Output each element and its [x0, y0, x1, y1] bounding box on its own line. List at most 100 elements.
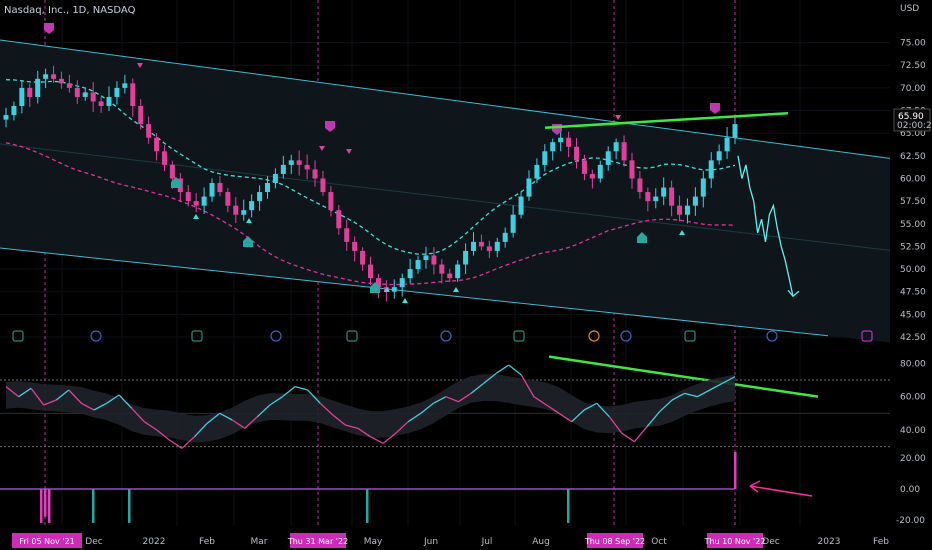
histogram-y-tick-label: 0.00 — [900, 485, 920, 495]
y-tick-label: 60.00 — [900, 174, 926, 184]
oscillator-segment — [345, 424, 359, 429]
up-arrow-marker — [193, 214, 199, 219]
x-tick-label: Feb — [873, 537, 889, 547]
oscillator-segment — [194, 422, 208, 438]
x-tick-label: Mar — [251, 537, 268, 547]
oscillator-y-tick-label: 60.00 — [900, 393, 926, 403]
price-label-value: 65.90 — [898, 112, 924, 122]
x-tick-label: May — [364, 537, 383, 547]
oscillator-segment — [319, 402, 334, 416]
candle-body — [732, 124, 738, 138]
x-tick-label: Jul — [481, 537, 493, 547]
candle-body — [154, 137, 160, 152]
channel-area — [0, 40, 890, 343]
candle-body — [708, 160, 714, 179]
oscillator-segment — [671, 392, 686, 401]
candle-body — [684, 205, 690, 215]
event-badges — [12, 330, 873, 342]
down-arrow-marker — [137, 63, 143, 68]
candle-body — [3, 115, 9, 120]
candle-body — [304, 164, 310, 170]
candle-body — [471, 241, 477, 251]
candle-body — [66, 83, 72, 88]
candle-body — [368, 264, 373, 279]
oscillator-segment — [395, 421, 409, 434]
oscillator-segment — [68, 389, 82, 404]
resistance-trend-line — [544, 111, 789, 129]
candle-body — [106, 96, 112, 106]
candle-body — [90, 92, 96, 102]
up-arrow-marker — [679, 230, 685, 235]
oscillator-segment — [382, 432, 397, 444]
y-tick-label: 65.00 — [900, 129, 926, 139]
oscillator-segment — [445, 396, 459, 403]
event-badge-e — [12, 330, 24, 342]
oscillator-segment — [696, 389, 711, 398]
oscillator-segment — [307, 389, 321, 404]
oscillator-segment — [156, 429, 170, 441]
candle-body — [249, 201, 255, 211]
candle-body — [225, 192, 231, 206]
y-tick-label: 75.00 — [900, 39, 926, 49]
histogram-bar — [44, 489, 47, 517]
candle-body — [399, 278, 405, 288]
candle-body — [439, 264, 445, 274]
oscillator-segment — [106, 394, 120, 404]
candle-body — [336, 210, 342, 229]
currency-label: USD — [900, 4, 919, 14]
candle-body — [241, 210, 247, 215]
oscillator-segment — [546, 404, 560, 414]
y-tick-label: 55.00 — [900, 220, 926, 230]
candle-body — [637, 178, 643, 193]
candle-body — [11, 106, 17, 116]
histogram-pane — [0, 452, 813, 523]
candle-body — [257, 192, 263, 202]
candle-body — [700, 178, 706, 197]
event-badge-e — [346, 330, 358, 342]
candle-body — [494, 241, 500, 251]
candle-body — [272, 173, 278, 183]
event-badge-d — [90, 330, 102, 342]
histogram-bar — [366, 489, 369, 523]
candle-body — [280, 164, 286, 174]
y-tick-label: 72.50 — [900, 61, 926, 71]
oscillator-segment — [483, 372, 497, 384]
highlight-date-label: Thu 31 Mar '22 — [287, 537, 348, 546]
candle-body — [581, 160, 587, 174]
oscillator-segment — [55, 389, 70, 401]
oscillator-segment — [181, 436, 195, 449]
projection-path — [737, 155, 800, 298]
histogram-y-tick-label: -20.00 — [896, 516, 925, 526]
down-arrow-marker — [346, 149, 352, 154]
x-tick-label: Dec — [85, 537, 102, 547]
annotation-arrow — [749, 480, 813, 497]
candle-body — [478, 241, 484, 247]
oscillator-segment — [244, 416, 258, 429]
y-tick-label: 42.50 — [900, 333, 926, 343]
candle-body — [558, 137, 564, 143]
oscillator-segment — [131, 407, 145, 423]
event-badge-d — [270, 330, 282, 342]
oscillator-segment — [533, 396, 547, 406]
candle-body — [138, 106, 144, 125]
event-badge-d — [766, 330, 778, 342]
y-tick-label: 45.00 — [900, 310, 926, 320]
histogram-bar — [92, 489, 95, 523]
y-axis: 75.0072.5070.0067.5065.0062.5060.0057.50… — [896, 39, 926, 526]
candle-body — [724, 137, 730, 152]
oscillator-segment — [206, 412, 221, 424]
candle-body — [146, 124, 152, 138]
oscillator-segment — [357, 427, 371, 438]
buy-signal-marker — [243, 236, 253, 247]
candle-body — [328, 192, 334, 211]
candle-body — [597, 164, 603, 179]
oscillator-segment — [433, 396, 447, 404]
candle-body — [510, 214, 516, 233]
candle-body — [344, 228, 350, 242]
oscillator-segment — [633, 426, 648, 443]
highlight-date-lines — [44, 0, 736, 526]
x-tick-label: Aug — [532, 537, 550, 547]
candle-body — [375, 278, 381, 288]
candle-body — [233, 205, 239, 215]
